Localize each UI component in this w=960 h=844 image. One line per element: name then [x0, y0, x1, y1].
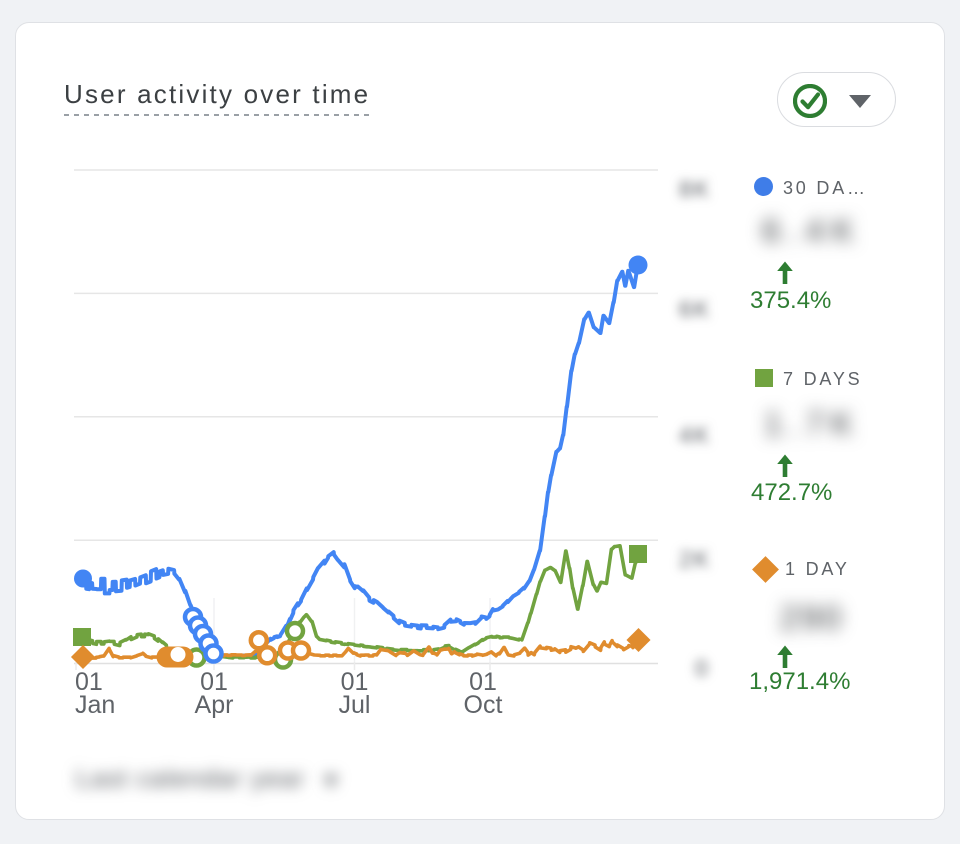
svg-text:Jan: Jan [75, 691, 115, 719]
svg-text:01: 01 [469, 668, 497, 696]
svg-text:01: 01 [75, 668, 103, 696]
svg-text:Oct: Oct [464, 691, 503, 719]
svg-text:Jul: Jul [339, 691, 371, 719]
svg-text:01: 01 [341, 668, 369, 696]
svg-text:Apr: Apr [195, 691, 234, 719]
svg-text:01: 01 [200, 668, 228, 696]
